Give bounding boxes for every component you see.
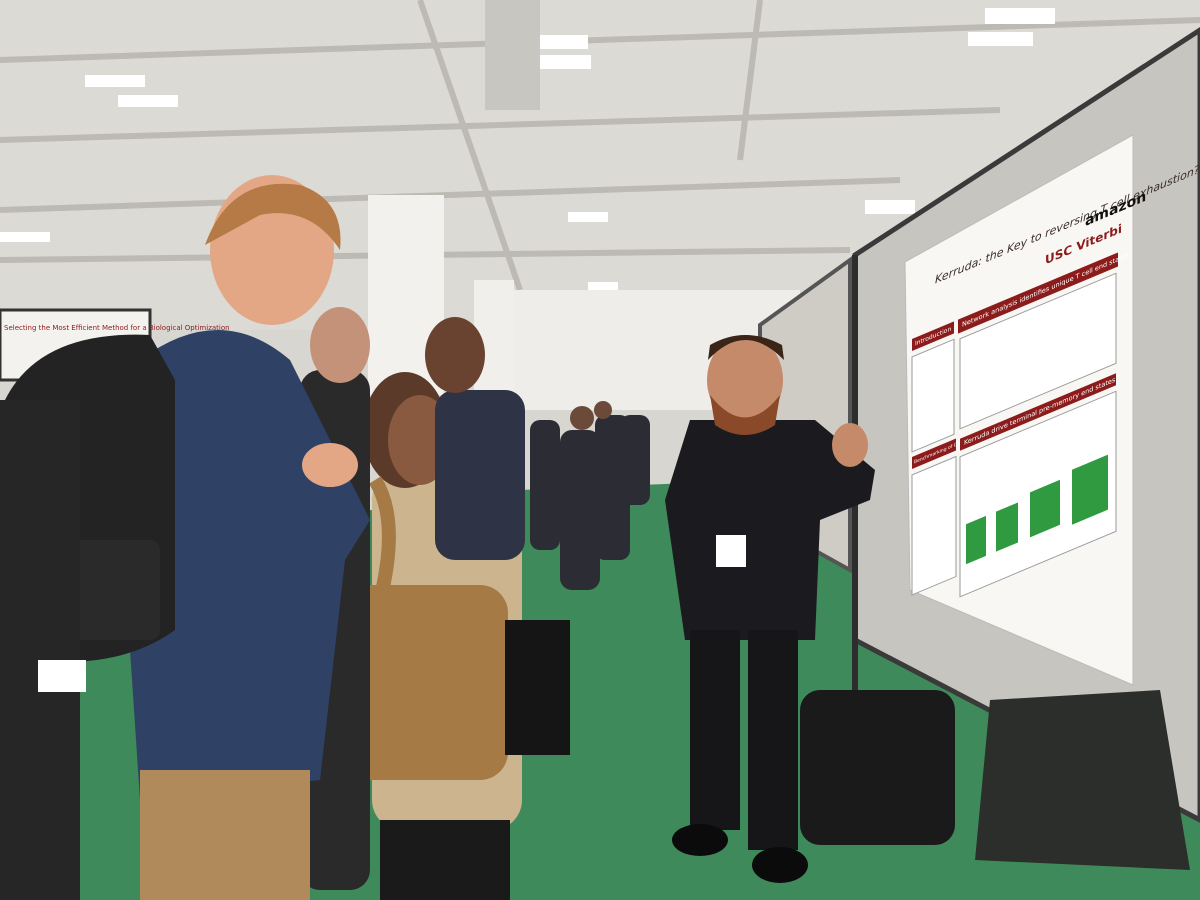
badge: [38, 660, 86, 692]
duct: [485, 0, 540, 110]
bag: [800, 690, 955, 845]
attendee: [0, 400, 80, 900]
left-poster-title: Selecting the Most Efficient Method for …: [4, 324, 230, 332]
attendee: [975, 690, 1190, 870]
ceiling-lights: [0, 8, 1055, 290]
background-crowd: [530, 401, 650, 590]
presenter: [665, 335, 875, 883]
